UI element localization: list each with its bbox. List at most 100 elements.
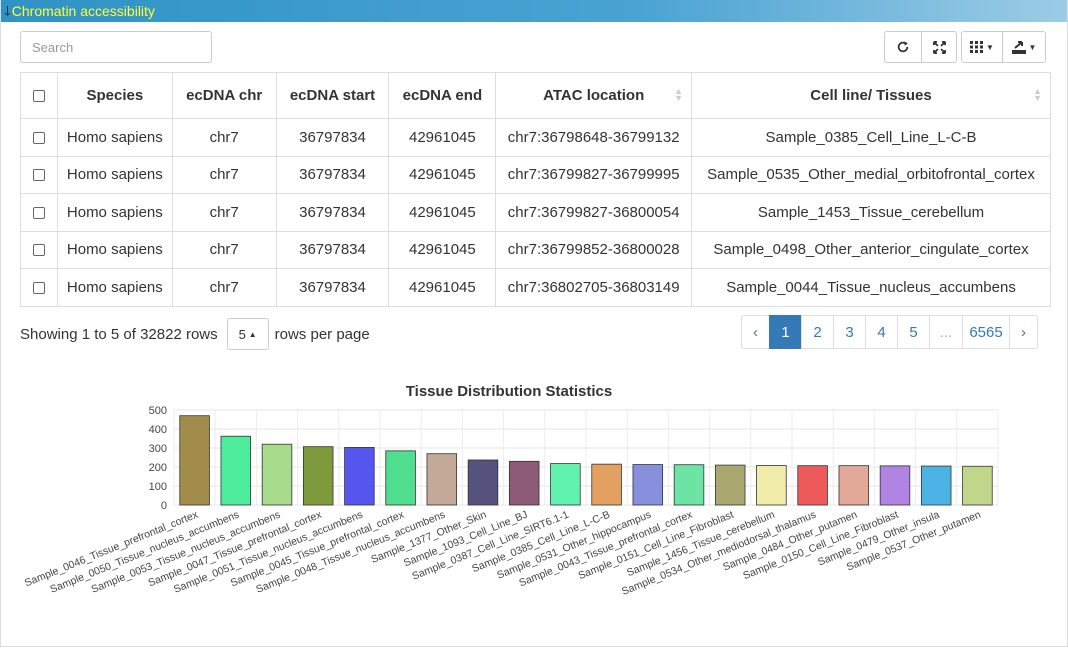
column-header-ecdna-chr[interactable]: ecDNA chr	[171, 72, 277, 119]
data-table: Species ecDNA chr ecDNA start ecDNA end …	[20, 72, 1051, 307]
page-button-2[interactable]: 2	[801, 315, 834, 349]
table-row[interactable]: Homo sapiens chr7 36797834 42961045 chr7:367…	[20, 155, 1051, 194]
ecdna-chr-cell: chr7	[171, 118, 277, 157]
bar	[179, 415, 210, 506]
row-checkbox[interactable]	[32, 244, 45, 257]
columns-grid-icon	[970, 41, 984, 53]
sort-icon[interactable]: ▲ ▼	[1033, 86, 1042, 103]
column-header-label: Cell line/ Tissues	[810, 87, 932, 104]
atac-location-cell: chr7:36799852-36800028	[495, 230, 693, 269]
atac-location-cell: chr7:36802705-36803149	[495, 268, 693, 307]
bar	[302, 446, 334, 506]
pagination-info: Showing 1 to 5 of 32822 rows 5 ▲ rows per…	[20, 318, 370, 350]
bar	[714, 464, 746, 506]
refresh-button[interactable]	[884, 31, 922, 63]
chart-title: Tissue Distribution Statistics	[406, 383, 612, 400]
page-ellipsis: ...	[929, 315, 963, 349]
cell-line-tissue-cell: Sample_1453_Tissue_cerebellum	[691, 193, 1051, 232]
tissue-distribution-chart: Tissue Distribution Statistics 0 100 200 300…	[1, 370, 1068, 647]
page-prev-button[interactable]: ‹	[741, 315, 770, 349]
species-cell: Homo sapiens	[56, 230, 173, 269]
bar	[879, 465, 911, 506]
table-row[interactable]: Homo sapiens chr7 36797834 42961045 chr7:367…	[20, 118, 1051, 157]
select-all-checkbox[interactable]	[32, 90, 45, 103]
page-size-select[interactable]: 5 ▲	[226, 318, 269, 350]
table-row[interactable]: Homo sapiens chr7 36797834 42961045 chr7:368…	[20, 268, 1051, 307]
column-header-ecdna-end[interactable]: ecDNA end	[388, 72, 497, 119]
bar	[673, 464, 705, 506]
fullscreen-icon	[932, 40, 946, 54]
bar	[838, 465, 870, 506]
bar	[344, 447, 375, 506]
ecdna-end-cell: 42961045	[388, 118, 497, 157]
row-checkbox-cell[interactable]	[20, 230, 58, 269]
cell-line-tissue-cell: Sample_0498_Other_anterior_cingulate_cor…	[691, 230, 1051, 269]
column-header-label: ATAC location	[543, 87, 645, 104]
ecdna-end-cell: 42961045	[388, 155, 497, 194]
fullscreen-button[interactable]	[921, 31, 957, 63]
ecdna-start-cell: 36797834	[275, 230, 390, 269]
y-tick-label: 300	[149, 443, 167, 455]
ecdna-end-cell: 42961045	[388, 230, 497, 269]
page-button-1[interactable]: 1	[769, 315, 802, 349]
search-input[interactable]	[20, 31, 212, 63]
row-checkbox-cell[interactable]	[20, 118, 58, 157]
bar	[220, 435, 252, 506]
bar	[426, 453, 458, 506]
column-header-cell-line-tissues[interactable]: Cell line/ Tissues ▲ ▼	[691, 72, 1051, 119]
export-icon	[1011, 40, 1026, 54]
page-button-last[interactable]: 6565	[962, 315, 1010, 349]
bar	[385, 450, 416, 506]
collapse-arrow-icon[interactable]: 🡓	[4, 3, 11, 18]
showing-rows-text: Showing 1 to 5 of 32822 rows	[20, 325, 218, 343]
row-checkbox-cell[interactable]	[20, 268, 58, 307]
ecdna-chr-cell: chr7	[171, 193, 277, 232]
page-button-3[interactable]: 3	[833, 315, 866, 349]
page-button-4[interactable]: 4	[865, 315, 898, 349]
table-row[interactable]: Homo sapiens chr7 36797834 42961045 chr7:367…	[20, 230, 1051, 269]
bar	[591, 463, 622, 506]
panel-header[interactable]: 🡓 Chromatin accessibility	[1, 0, 1067, 22]
table-header-row: Species ecDNA chr ecDNA start ecDNA end …	[20, 72, 1051, 119]
atac-location-cell: chr7:36799827-36799995	[495, 155, 693, 194]
sort-icon[interactable]: ▲ ▼	[674, 86, 684, 103]
page-next-button[interactable]: ›	[1009, 315, 1038, 349]
row-checkbox[interactable]	[32, 131, 45, 144]
row-checkbox-cell[interactable]	[20, 155, 58, 194]
bar	[632, 464, 664, 506]
panel-title: Chromatin accessibility	[11, 3, 155, 19]
ecdna-start-cell: 36797834	[275, 118, 390, 157]
bar	[508, 460, 540, 506]
column-header-ecdna-start[interactable]: ecDNA start	[275, 72, 390, 119]
export-button[interactable]: ▼	[1002, 31, 1046, 63]
page-button-5[interactable]: 5	[897, 315, 930, 349]
page-size-value: 5	[238, 326, 246, 342]
rows-per-page-label: rows per page	[274, 325, 370, 343]
bar	[550, 463, 581, 506]
row-checkbox[interactable]	[32, 169, 45, 182]
row-checkbox-cell[interactable]	[20, 193, 58, 232]
columns-button[interactable]: ▼	[961, 31, 1003, 63]
ecdna-chr-cell: chr7	[171, 230, 277, 269]
y-tick-label: 100	[149, 481, 167, 493]
bar-chart-svg: Tissue Distribution Statistics 0 100 200 300…	[23, 383, 999, 598]
cell-line-tissue-cell: Sample_0385_Cell_Line_L-C-B	[691, 118, 1051, 157]
column-header-atac-location[interactable]: ATAC location ▲ ▼	[495, 72, 693, 119]
cell-line-tissue-cell: Sample_0044_Tissue_nucleus_accumbens	[691, 268, 1051, 307]
bar	[756, 465, 787, 506]
y-tick-label: 400	[149, 424, 167, 436]
select-all-cell[interactable]	[20, 72, 58, 119]
column-header-species[interactable]: Species	[56, 72, 173, 119]
row-checkbox[interactable]	[32, 281, 45, 294]
table-toolbar: ▼ ▼	[884, 31, 1046, 63]
species-cell: Homo sapiens	[56, 118, 173, 157]
ecdna-end-cell: 42961045	[388, 268, 497, 307]
chevron-down-icon: ▼	[1028, 42, 1037, 52]
ecdna-start-cell: 36797834	[275, 268, 390, 307]
table-row[interactable]: Homo sapiens chr7 36797834 42961045 chr7:367…	[20, 193, 1051, 232]
row-checkbox[interactable]	[32, 206, 45, 219]
bar	[467, 459, 499, 506]
ecdna-start-cell: 36797834	[275, 193, 390, 232]
y-tick-label: 200	[149, 462, 167, 474]
